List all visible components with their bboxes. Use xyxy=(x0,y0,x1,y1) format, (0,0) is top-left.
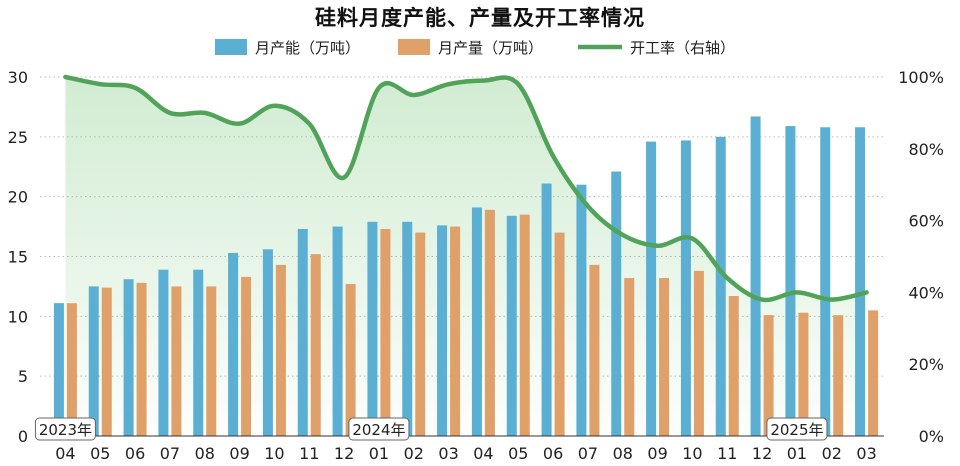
y-right-tick-label: 100% xyxy=(898,68,944,87)
y-left-tick-label: 30 xyxy=(8,68,28,87)
bar-capacity xyxy=(611,171,622,436)
x-tick-label: 03 xyxy=(856,444,876,463)
bar-capacity xyxy=(402,221,413,436)
bar-output xyxy=(868,310,879,436)
x-tick-label: 09 xyxy=(229,444,249,463)
bar-capacity xyxy=(53,303,64,436)
x-tick-label: 07 xyxy=(160,444,180,463)
x-tick-label: 04 xyxy=(55,444,75,463)
bar-capacity xyxy=(228,252,239,436)
y-right-tick-label: 0% xyxy=(919,427,944,446)
bar-output xyxy=(624,278,635,436)
bar-output xyxy=(519,214,530,436)
year-badge xyxy=(348,417,410,441)
bar-capacity xyxy=(367,221,378,436)
year-badge xyxy=(766,417,828,441)
bar-output xyxy=(415,232,426,436)
bar-output xyxy=(136,282,147,436)
bar-capacity xyxy=(646,141,657,436)
bar-output xyxy=(728,295,739,436)
x-tick-label: 08 xyxy=(195,444,215,463)
y-right-tick-label: 60% xyxy=(908,212,944,231)
legend-swatch xyxy=(215,39,247,55)
bar-output xyxy=(798,312,809,436)
x-tick-label: 04 xyxy=(473,444,493,463)
y-right-tick-label: 80% xyxy=(908,140,944,159)
bar-capacity xyxy=(855,127,866,436)
bar-output xyxy=(589,264,600,436)
bar-capacity xyxy=(123,279,134,436)
bar-output xyxy=(275,264,286,436)
y-left-tick-label: 5 xyxy=(18,367,28,386)
bar-capacity xyxy=(297,228,308,436)
x-tick-label: 10 xyxy=(264,444,284,463)
bar-output xyxy=(450,226,461,436)
x-tick-label: 09 xyxy=(647,444,667,463)
year-label: 2024年 xyxy=(352,421,405,439)
x-tick-label: 02 xyxy=(822,444,842,463)
y-left-tick-label: 0 xyxy=(18,427,28,446)
y-left-tick-label: 20 xyxy=(8,188,28,207)
bar-capacity xyxy=(88,286,99,436)
x-tick-label: 06 xyxy=(543,444,563,463)
bar-capacity xyxy=(471,207,482,436)
bar-output xyxy=(833,315,844,436)
bar-output xyxy=(380,228,391,436)
x-tick-label: 07 xyxy=(578,444,598,463)
bar-capacity xyxy=(680,140,691,436)
bar-output xyxy=(484,209,495,436)
bar-output xyxy=(66,303,77,436)
chart-title: 硅料月度产能、产量及开工率情况 xyxy=(315,6,645,30)
x-tick-label: 03 xyxy=(438,444,458,463)
legend-swatch xyxy=(398,39,430,55)
x-tick-label: 10 xyxy=(682,444,702,463)
bar-capacity xyxy=(158,269,169,436)
bar-capacity xyxy=(785,126,796,437)
bar-output xyxy=(659,278,670,436)
utilization-area xyxy=(65,77,867,436)
x-tick-label: 12 xyxy=(752,444,772,463)
x-tick-label: 05 xyxy=(90,444,110,463)
year-badge xyxy=(34,417,96,441)
x-tick-label: 01 xyxy=(369,444,389,463)
x-tick-label: 06 xyxy=(125,444,145,463)
bar-output xyxy=(241,276,252,436)
bar-capacity xyxy=(820,127,831,436)
bar-output xyxy=(554,232,565,436)
bar-capacity xyxy=(262,249,273,436)
legend-label: 开工率（右轴） xyxy=(630,39,735,57)
year-label: 2023年 xyxy=(39,421,92,439)
bar-capacity xyxy=(506,215,517,436)
x-tick-label: 11 xyxy=(299,444,319,463)
bar-capacity xyxy=(541,183,552,436)
year-label: 2025年 xyxy=(770,421,823,439)
bar-output xyxy=(310,254,321,436)
x-tick-label: 12 xyxy=(334,444,354,463)
y-left-tick-label: 10 xyxy=(8,307,28,326)
x-tick-label: 11 xyxy=(717,444,737,463)
bar-capacity xyxy=(750,116,761,437)
bar-output xyxy=(171,286,182,436)
bar-output xyxy=(345,284,356,436)
bar-capacity xyxy=(576,184,587,436)
bar-output xyxy=(206,286,217,436)
y-left-tick-label: 15 xyxy=(8,248,28,267)
y-right-tick-label: 40% xyxy=(908,283,944,302)
bar-output xyxy=(763,315,774,436)
y-right-tick-label: 20% xyxy=(908,355,944,374)
y-left-tick-label: 25 xyxy=(8,128,28,147)
x-tick-label: 08 xyxy=(613,444,633,463)
bar-capacity xyxy=(715,136,726,437)
bar-capacity xyxy=(437,225,448,436)
bar-output xyxy=(693,270,704,436)
x-tick-label: 02 xyxy=(404,444,424,463)
bar-capacity xyxy=(193,269,204,436)
bar-output xyxy=(101,287,112,436)
x-tick-label: 05 xyxy=(508,444,528,463)
bar-capacity xyxy=(332,226,343,436)
legend-label: 月产量（万吨） xyxy=(438,39,543,57)
legend-label: 月产能（万吨） xyxy=(255,39,360,57)
x-tick-label: 01 xyxy=(787,444,807,463)
